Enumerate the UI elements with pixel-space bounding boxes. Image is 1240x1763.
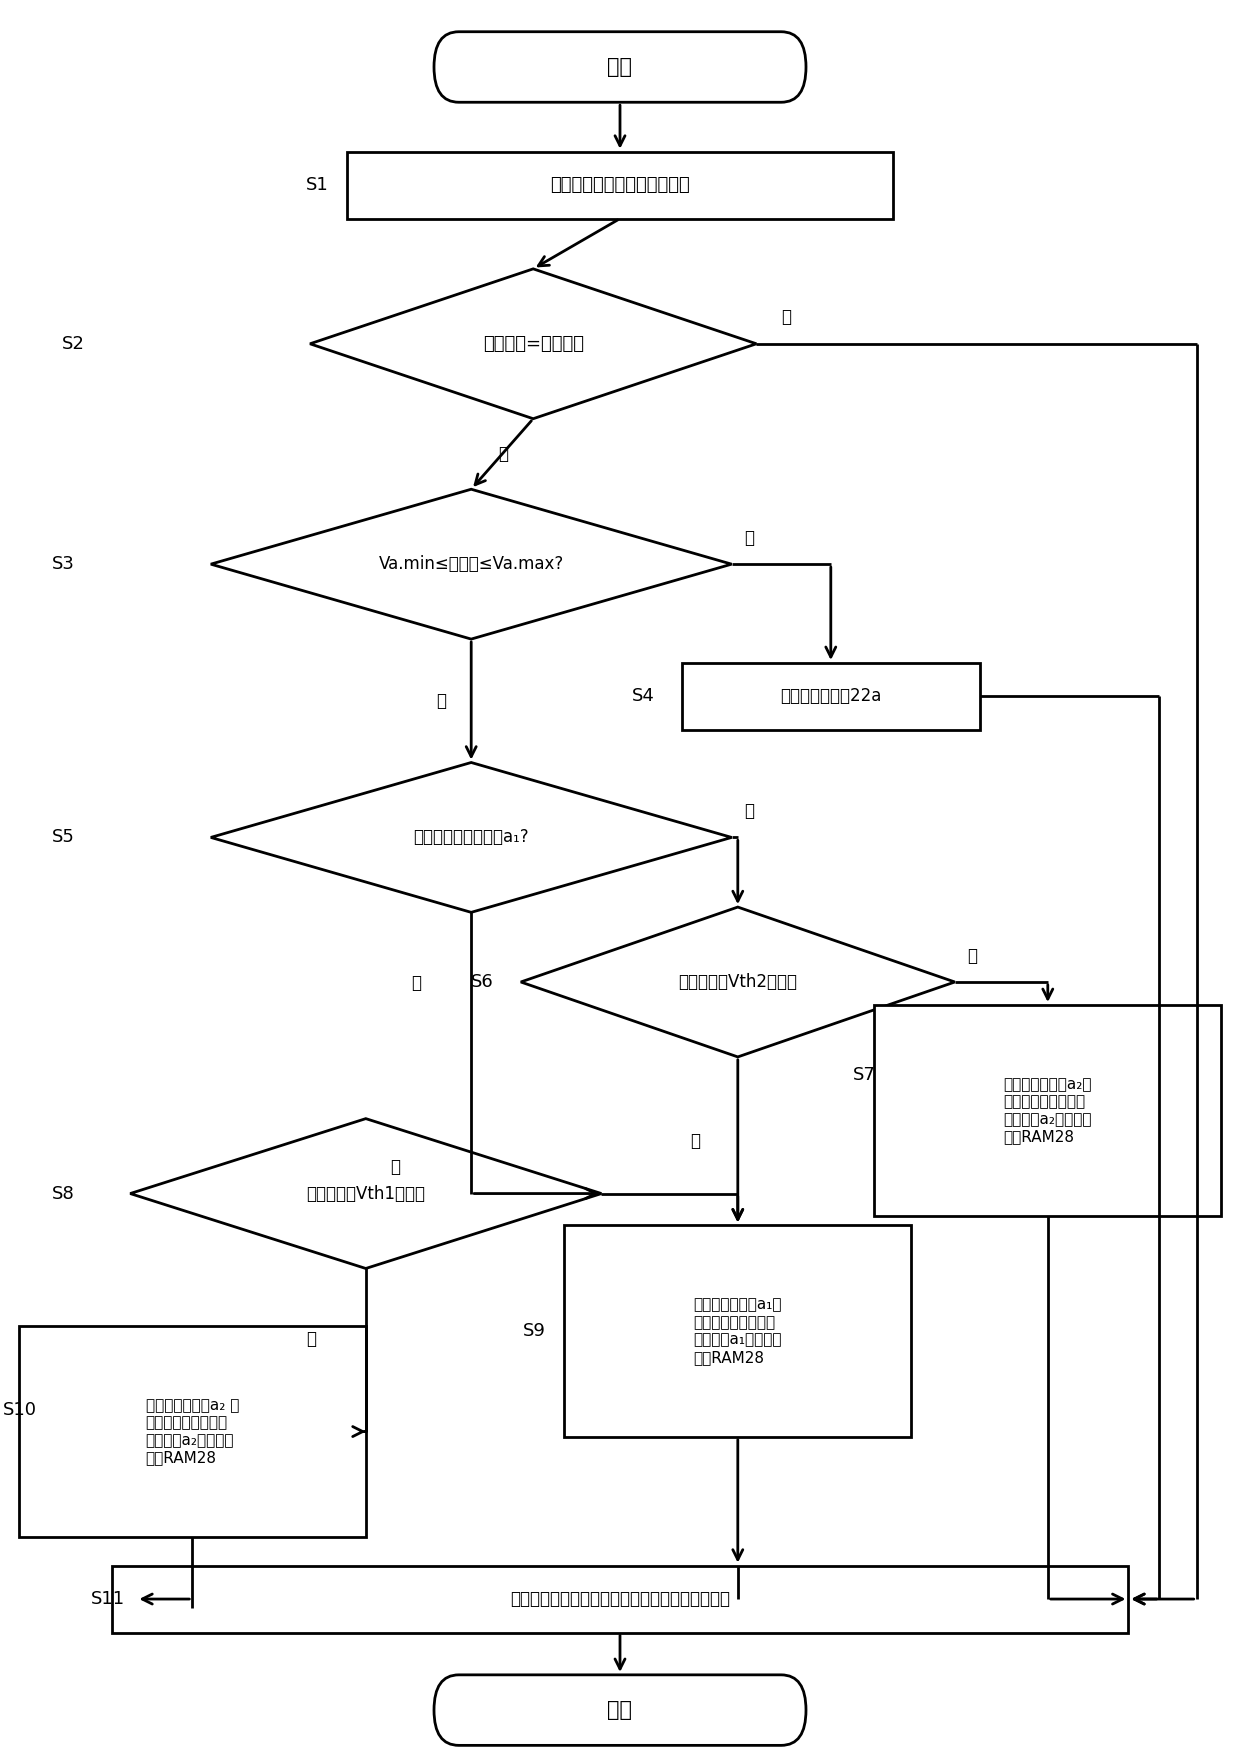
Text: S7: S7	[853, 1067, 875, 1084]
Polygon shape	[211, 762, 732, 913]
Text: 电源电压及分压值数据的取得: 电源电压及分压值数据的取得	[551, 176, 689, 194]
Bar	[19, 1326, 366, 1537]
Text: 使用第二判断表a₂ 来
确定外部电阰，将第
二判断表a₂的使用存
储于RAM28: 使用第二判断表a₂ 来 确定外部电阰，将第 二判断表a₂的使用存 储于RAM28	[145, 1398, 239, 1465]
Text: 否: 否	[306, 1329, 316, 1349]
Text: Va.min≤分压值≤Va.max?: Va.min≤分压值≤Va.max?	[378, 555, 564, 573]
Bar	[874, 1005, 1221, 1216]
Text: S4: S4	[632, 688, 655, 705]
Text: 否: 否	[744, 802, 754, 820]
Text: 上次使用第一判断表a₁?: 上次使用第一判断表a₁?	[413, 829, 529, 846]
Text: 开始: 开始	[608, 56, 632, 78]
Text: S6: S6	[471, 973, 494, 991]
Text: 使用第二判断表a₂来
确定外部电阰，将第
二判断表a₂的使用存
储于RAM28: 使用第二判断表a₂来 确定外部电阰，将第 二判断表a₂的使用存 储于RAM28	[1003, 1077, 1092, 1144]
Bar	[682, 663, 980, 730]
Text: 是: 是	[781, 309, 791, 326]
Text: 是: 是	[967, 947, 977, 964]
Text: S2: S2	[62, 335, 84, 353]
Text: S3: S3	[52, 555, 74, 573]
Bar	[564, 1225, 911, 1437]
Text: S10: S10	[2, 1402, 36, 1419]
Text: 否: 否	[498, 444, 508, 464]
Text: 将与外部电阰值对应的控制信号向规定的设备发送: 将与外部电阰值对应的控制信号向规定的设备发送	[510, 1590, 730, 1608]
Text: S11: S11	[91, 1590, 125, 1608]
Text: 是: 是	[412, 973, 422, 993]
Text: 使用第一判断表a₁来
确定外部电阰，将第
一判断表a₁的使用存
储于RAM28: 使用第一判断表a₁来 确定外部电阰，将第 一判断表a₁的使用存 储于RAM28	[693, 1298, 782, 1365]
Text: S1: S1	[306, 176, 329, 194]
Text: 是: 是	[391, 1158, 401, 1176]
Text: 否: 否	[436, 691, 446, 710]
Text: 电源电压=分压值？: 电源电压=分压值？	[482, 335, 584, 353]
Text: 是: 是	[744, 529, 754, 547]
Polygon shape	[130, 1120, 601, 1268]
Text: 结束: 结束	[608, 1700, 632, 1721]
Polygon shape	[310, 268, 756, 418]
FancyBboxPatch shape	[434, 32, 806, 102]
FancyBboxPatch shape	[434, 1675, 806, 1745]
Bar	[347, 152, 893, 219]
Bar	[112, 1566, 1128, 1633]
Polygon shape	[521, 906, 955, 1056]
Text: S8: S8	[52, 1185, 74, 1202]
Polygon shape	[211, 488, 732, 638]
Text: 否: 否	[691, 1132, 701, 1149]
Text: S9: S9	[523, 1322, 546, 1340]
Text: 确定为外部电阰22a: 确定为外部电阰22a	[780, 688, 882, 705]
Text: 电源电压为Vth1以下？: 电源电压为Vth1以下？	[306, 1185, 425, 1202]
Text: S5: S5	[52, 829, 74, 846]
Text: 电源电压为Vth2以上？: 电源电压为Vth2以上？	[678, 973, 797, 991]
